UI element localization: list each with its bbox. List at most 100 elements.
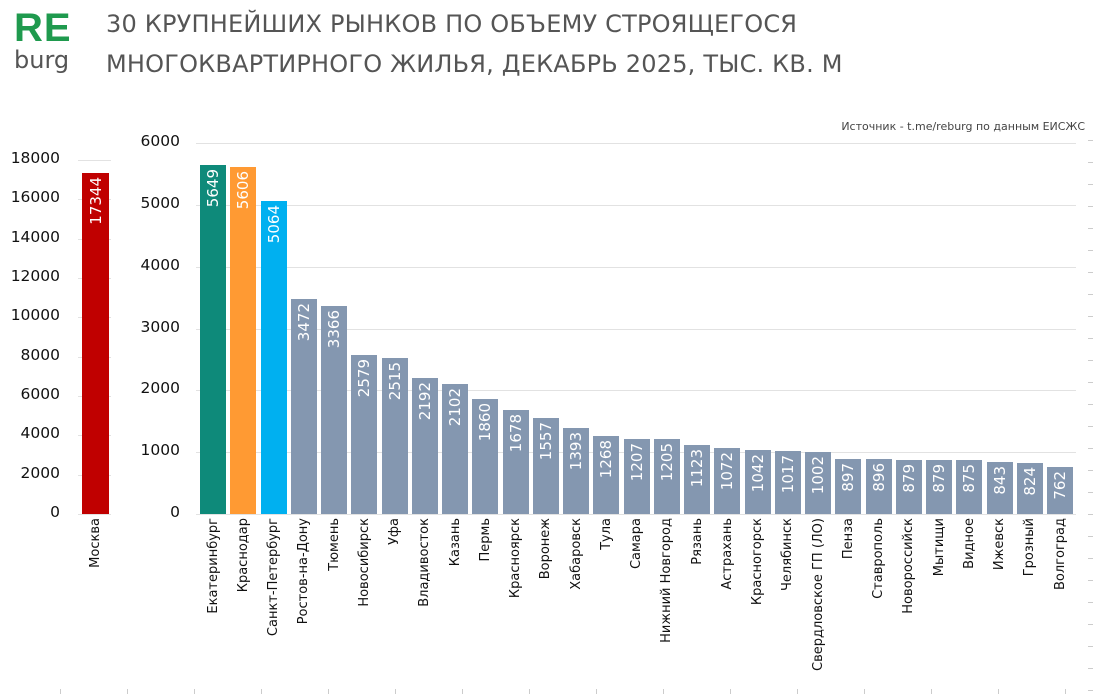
bar-value-label-wrap: 1557 [533, 422, 559, 460]
x-category-label: Екатеринбург [200, 518, 226, 614]
category-name: Владивосток [417, 518, 433, 607]
edge-tick [1088, 690, 1093, 691]
category-name: Уфа [387, 518, 402, 546]
edge-tick [1088, 536, 1093, 537]
edge-tick [1088, 404, 1093, 405]
category-name: Москва [88, 518, 103, 568]
bar-value-label: 3472 [294, 303, 313, 342]
logo-burg: burg [14, 46, 70, 74]
x-category-label: Новосибирск [351, 518, 377, 607]
bar-value-label: 5649 [204, 168, 222, 207]
y-tick-label: 4000 [20, 424, 60, 442]
bar-value-label-wrap: 1268 [593, 440, 619, 478]
bar-value-label-wrap: 1678 [503, 414, 529, 452]
x-category-label: Грозный [1017, 518, 1043, 576]
bar: 1072 [714, 447, 741, 514]
bottom-tick [462, 689, 463, 694]
bar: 843 [986, 461, 1013, 514]
x-category-label: Пенза [835, 518, 861, 559]
x-category-label: Новороссийск [896, 518, 922, 614]
category-name: Волгоград [1052, 518, 1068, 591]
x-category-label: Ижевск [987, 518, 1013, 570]
x-category-label: Хабаровск [563, 518, 589, 590]
bar-value-label: 879 [899, 463, 918, 493]
bottom-ticks [0, 688, 1093, 694]
bar: 879 [926, 459, 952, 514]
bar-value-label-wrap: 2192 [412, 382, 438, 420]
x-category-label: Свердловское ГП (ЛО) [805, 518, 831, 671]
bar-value-label: 1123 [688, 448, 706, 487]
bar-value-label-wrap: 879 [926, 464, 952, 493]
bar-value-label-wrap: 2515 [382, 362, 408, 400]
edge-tick [1088, 470, 1093, 471]
bar-value-label-wrap: 843 [987, 466, 1013, 495]
edge-tick [1088, 580, 1093, 581]
x-category-label: Астрахань [714, 518, 740, 590]
bar-value-label-wrap: 875 [956, 464, 982, 493]
logo-re: RE [14, 6, 72, 50]
category-name: Астрахань [719, 518, 735, 590]
gridline [196, 329, 1076, 330]
bar: 2102 [442, 384, 468, 514]
bar-value-label: 1017 [778, 455, 797, 494]
bar-value-label: 1860 [476, 402, 495, 442]
edge-tick [1088, 184, 1093, 185]
title-line-2: МНОГОКВАРТИРНОГО ЖИЛЬЯ, ДЕКАБРЬ 2025, ТЫ… [106, 50, 843, 78]
bar: 1207 [623, 439, 650, 514]
category-name: Новороссийск [901, 518, 917, 614]
x-category-label: Пермь [472, 518, 498, 562]
bar-value-label-wrap: 5606 [230, 171, 256, 209]
bar: 1557 [532, 417, 559, 514]
category-name: Хабаровск [568, 518, 584, 590]
edge-tick [1088, 140, 1093, 141]
edge-tick [1088, 360, 1093, 361]
bar-value-label: 824 [1020, 467, 1039, 496]
y-tick-label: 18000 [10, 149, 60, 167]
bar-value-label: 2102 [446, 388, 464, 427]
bar-value-label: 1678 [506, 414, 525, 453]
bar-value-label: 1042 [748, 453, 767, 492]
edge-tick [1088, 250, 1093, 251]
edge-tick [1088, 558, 1093, 559]
x-category-label: Краснодар [230, 518, 256, 592]
category-name: Нижний Новгород [659, 518, 675, 643]
gridline [196, 267, 1076, 268]
y-tick-label: 16000 [10, 188, 60, 206]
category-name: Красноярск [508, 518, 523, 599]
bottom-tick [730, 689, 731, 694]
bar-value-label-wrap: 1860 [472, 403, 498, 441]
gridline [196, 143, 1076, 144]
category-name: Пермь [477, 518, 493, 562]
bar-value-label-wrap: 897 [835, 463, 861, 492]
y-tick-label: 0 [170, 503, 180, 521]
category-name: Видное [961, 518, 977, 569]
bar: 1017 [774, 451, 801, 514]
bar: 896 [865, 458, 892, 514]
bar-value-label: 897 [839, 462, 858, 492]
bar-value-label-wrap: 1042 [745, 454, 771, 492]
x-category-label: Нижний Новгород [654, 518, 680, 643]
category-name: Пенза [840, 518, 856, 560]
x-category-label: Казань [442, 518, 468, 566]
bar-value-label-wrap: 1205 [654, 443, 680, 481]
x-category-label: Красногорск [745, 518, 771, 605]
bar-value-label: 2515 [385, 362, 404, 401]
bar: 1678 [502, 410, 529, 514]
y-tick-label: 1000 [140, 441, 180, 459]
edge-tick [1088, 492, 1093, 493]
bottom-tick [1065, 689, 1066, 694]
bar-value-label: 1393 [567, 431, 585, 471]
gridline [196, 205, 1076, 206]
x-category-label: Уфа [382, 518, 408, 545]
y-tick-label: 0 [50, 503, 60, 521]
bottom-tick [194, 689, 195, 694]
bar-value-label: 5606 [234, 171, 253, 210]
bar: 879 [895, 459, 922, 514]
y-tick-label: 8000 [20, 346, 60, 364]
edge-tick [1088, 426, 1093, 427]
bottom-tick [663, 689, 664, 694]
x-category-label: Волгоград [1047, 518, 1073, 590]
chart-title: 30 КРУПНЕЙШИХ РЫНКОВ ПО ОБЪЕМУ СТРОЯЩЕГО… [106, 4, 1006, 84]
bar: 17344 [82, 172, 109, 514]
bar-value-label-wrap: 1072 [714, 452, 740, 490]
